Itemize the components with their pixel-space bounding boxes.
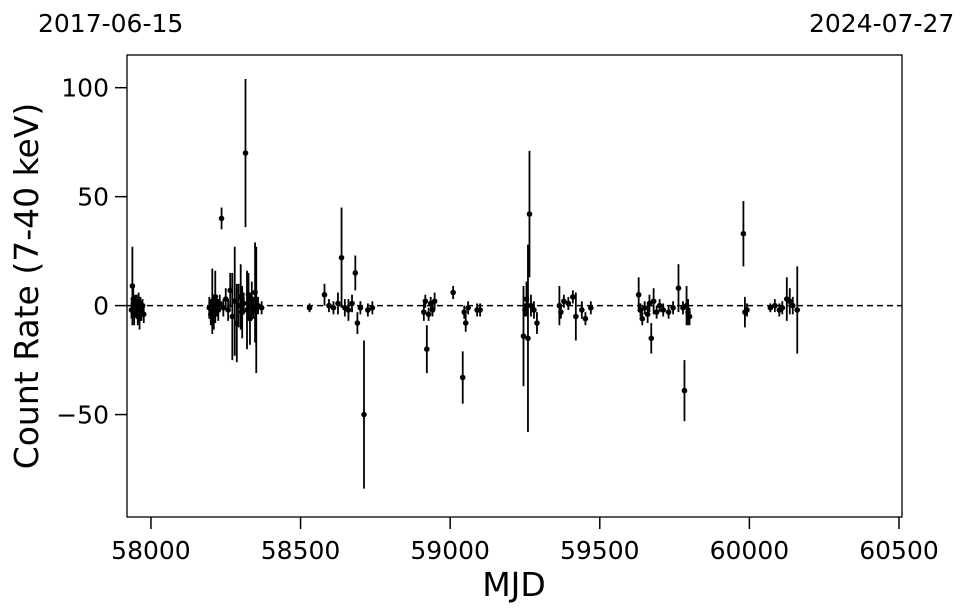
y-tick-label: 50 bbox=[77, 183, 109, 212]
data-point bbox=[794, 307, 801, 313]
data-point bbox=[461, 309, 468, 315]
data-point bbox=[767, 304, 774, 311]
data-point bbox=[349, 300, 355, 307]
data-point bbox=[140, 311, 147, 318]
data-point bbox=[357, 304, 364, 311]
data-point bbox=[558, 309, 564, 315]
data-point bbox=[369, 304, 376, 311]
x-tick-label: 58000 bbox=[111, 536, 191, 565]
data-point bbox=[648, 335, 655, 342]
data-point bbox=[354, 320, 361, 326]
y-tick-label: 100 bbox=[61, 74, 109, 103]
data-point bbox=[258, 304, 265, 311]
data-point bbox=[365, 307, 371, 313]
x-tick-label: 59500 bbox=[560, 536, 640, 565]
data-point bbox=[772, 302, 778, 309]
end-date-label: 2024-07-27 bbox=[809, 9, 954, 38]
data-point bbox=[639, 315, 646, 322]
data-point bbox=[462, 320, 469, 326]
data-point bbox=[222, 296, 229, 302]
data-point bbox=[425, 311, 432, 318]
data-point bbox=[242, 150, 249, 156]
data-point bbox=[477, 307, 483, 313]
y-tick-label: 0 bbox=[93, 292, 109, 321]
data-point bbox=[129, 283, 136, 289]
data-point bbox=[637, 307, 644, 313]
data-point bbox=[306, 304, 313, 311]
data-point bbox=[330, 304, 337, 311]
data-point bbox=[422, 298, 429, 305]
data-point bbox=[352, 270, 359, 276]
data-point bbox=[528, 302, 534, 309]
x-tick-label: 58500 bbox=[261, 536, 341, 565]
data-point bbox=[218, 215, 225, 222]
data-point bbox=[531, 307, 537, 313]
data-point bbox=[525, 335, 531, 342]
data-point bbox=[653, 309, 660, 315]
data-point bbox=[338, 254, 345, 261]
data-point bbox=[573, 313, 579, 320]
data-points bbox=[128, 78, 801, 489]
data-point bbox=[247, 315, 253, 322]
data-point bbox=[459, 374, 466, 381]
data-point bbox=[345, 307, 352, 313]
data-point bbox=[229, 313, 236, 320]
x-axis-ticks: 58000 58500 59000 59500 60000 60500 bbox=[111, 517, 939, 565]
data-point bbox=[740, 230, 747, 237]
data-point bbox=[431, 298, 438, 305]
data-point bbox=[582, 315, 589, 322]
data-point bbox=[681, 387, 688, 394]
data-point bbox=[635, 291, 642, 298]
data-point bbox=[534, 320, 540, 326]
y-axis-ticks: −50 0 50 100 bbox=[56, 74, 127, 430]
y-tick-label: −50 bbox=[56, 401, 109, 430]
data-point bbox=[321, 291, 328, 298]
data-point bbox=[789, 302, 796, 309]
data-point bbox=[520, 333, 527, 339]
data-point bbox=[644, 311, 651, 318]
x-tick-label: 59000 bbox=[410, 536, 490, 565]
data-point bbox=[424, 346, 430, 352]
start-date-label: 2017-06-15 bbox=[38, 9, 183, 38]
data-point bbox=[465, 304, 471, 311]
data-point bbox=[326, 302, 332, 309]
data-point bbox=[216, 300, 223, 307]
data-point bbox=[570, 294, 576, 300]
data-point bbox=[675, 285, 682, 291]
data-point bbox=[565, 300, 572, 307]
data-point bbox=[526, 211, 533, 217]
data-point bbox=[220, 304, 227, 311]
data-point bbox=[779, 304, 786, 311]
data-point bbox=[686, 313, 693, 320]
x-tick-label: 60000 bbox=[710, 536, 790, 565]
data-point bbox=[240, 300, 247, 307]
data-point bbox=[361, 411, 367, 418]
data-point bbox=[656, 302, 663, 309]
x-axis-label: MJD bbox=[482, 565, 546, 604]
data-point bbox=[335, 300, 341, 307]
data-point bbox=[650, 298, 657, 305]
x-tick-label: 60500 bbox=[859, 536, 939, 565]
data-point bbox=[786, 298, 793, 305]
data-point bbox=[579, 307, 585, 313]
plot-frame bbox=[126, 54, 903, 518]
data-point bbox=[660, 307, 667, 313]
data-point bbox=[450, 289, 456, 296]
data-point bbox=[665, 309, 672, 315]
data-point bbox=[744, 307, 750, 313]
data-point bbox=[588, 304, 594, 311]
data-point bbox=[641, 304, 648, 311]
data-point bbox=[225, 307, 231, 313]
data-point bbox=[561, 298, 567, 305]
y-axis-label: Count Rate (7-40 keV) bbox=[7, 103, 46, 470]
data-point bbox=[421, 309, 427, 315]
data-point bbox=[670, 304, 676, 311]
data-point bbox=[646, 300, 653, 307]
